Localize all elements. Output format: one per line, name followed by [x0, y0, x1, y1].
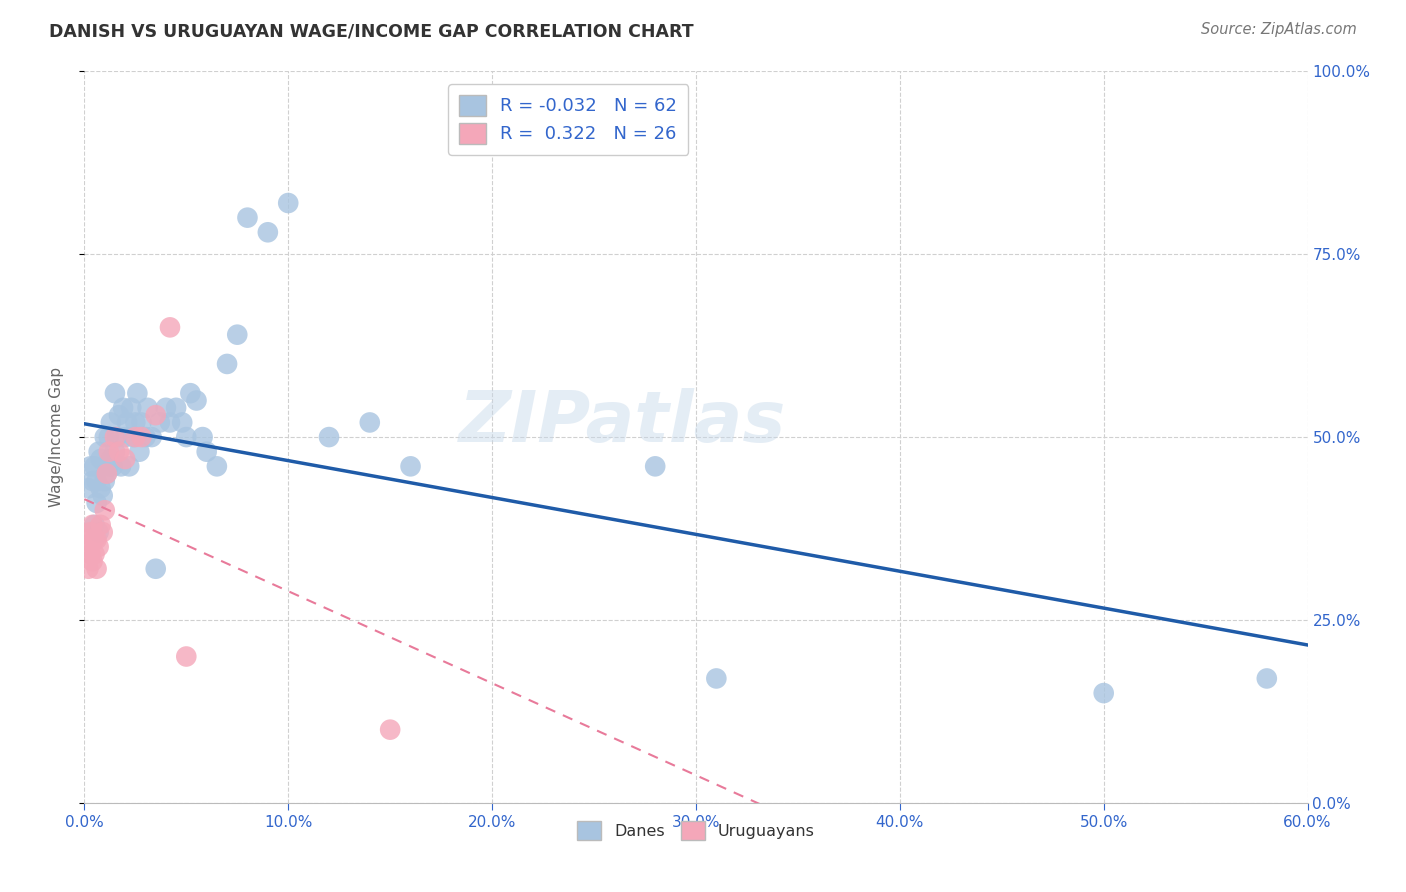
Point	[236, 211, 259, 225]
Point	[191, 430, 214, 444]
Point	[86, 533, 108, 547]
Point	[77, 533, 100, 547]
Point	[77, 562, 100, 576]
Point	[91, 525, 114, 540]
Y-axis label: Wage/Income Gap: Wage/Income Gap	[49, 367, 63, 508]
Point	[104, 444, 127, 458]
Point	[93, 430, 115, 444]
Point	[145, 408, 167, 422]
Point	[86, 474, 108, 488]
Point	[83, 517, 105, 532]
Point	[120, 401, 142, 415]
Point	[277, 196, 299, 211]
Point	[135, 430, 157, 444]
Point	[257, 225, 280, 239]
Point	[179, 386, 201, 401]
Point	[174, 649, 197, 664]
Point	[79, 525, 101, 540]
Point	[101, 459, 124, 474]
Point	[115, 416, 138, 430]
Point	[174, 430, 197, 444]
Point	[105, 430, 128, 444]
Point	[359, 416, 381, 430]
Point	[226, 327, 249, 342]
Legend: Danes, Uruguayans: Danes, Uruguayans	[571, 814, 821, 846]
Point	[90, 452, 112, 467]
Point	[108, 408, 131, 422]
Point	[706, 672, 728, 686]
Point	[96, 467, 118, 481]
Point	[93, 474, 115, 488]
Point	[97, 459, 120, 474]
Point	[186, 393, 208, 408]
Point	[79, 459, 101, 474]
Point	[149, 416, 172, 430]
Point	[91, 489, 114, 503]
Point	[136, 401, 159, 415]
Point	[104, 430, 127, 444]
Point	[114, 452, 136, 467]
Point	[86, 562, 108, 576]
Point	[83, 459, 105, 474]
Point	[165, 401, 187, 415]
Point	[77, 481, 100, 495]
Point	[114, 430, 136, 444]
Point	[100, 416, 122, 430]
Point	[159, 320, 181, 334]
Point	[195, 444, 218, 458]
Point	[127, 386, 149, 401]
Point	[128, 444, 150, 458]
Point	[83, 533, 105, 547]
Point	[110, 459, 132, 474]
Point	[159, 416, 181, 430]
Point	[155, 401, 177, 415]
Point	[79, 547, 101, 561]
Point	[82, 517, 104, 532]
Point	[145, 562, 167, 576]
Point	[100, 452, 122, 467]
Point	[131, 430, 153, 444]
Point	[87, 540, 110, 554]
Text: ZIPatlas: ZIPatlas	[458, 388, 786, 457]
Point	[90, 517, 112, 532]
Point	[97, 444, 120, 458]
Point	[97, 430, 120, 444]
Point	[399, 459, 422, 474]
Point	[93, 503, 115, 517]
Point	[112, 401, 135, 415]
Point	[75, 540, 97, 554]
Point	[318, 430, 340, 444]
Text: Source: ZipAtlas.com: Source: ZipAtlas.com	[1201, 22, 1357, 37]
Point	[205, 459, 228, 474]
Point	[90, 481, 112, 495]
Text: DANISH VS URUGUAYAN WAGE/INCOME GAP CORRELATION CHART: DANISH VS URUGUAYAN WAGE/INCOME GAP CORR…	[49, 22, 693, 40]
Point	[644, 459, 666, 474]
Point	[118, 459, 141, 474]
Point	[87, 525, 110, 540]
Point	[172, 416, 194, 430]
Point	[124, 430, 146, 444]
Point	[104, 386, 127, 401]
Point	[83, 547, 105, 561]
Point	[131, 416, 153, 430]
Point	[108, 444, 131, 458]
Point	[124, 416, 146, 430]
Point	[96, 467, 118, 481]
Point	[122, 430, 145, 444]
Point	[141, 430, 163, 444]
Point	[82, 474, 104, 488]
Point	[86, 496, 108, 510]
Point	[82, 554, 104, 568]
Point	[1256, 672, 1278, 686]
Point	[1092, 686, 1115, 700]
Point	[87, 444, 110, 458]
Point	[380, 723, 402, 737]
Point	[217, 357, 239, 371]
